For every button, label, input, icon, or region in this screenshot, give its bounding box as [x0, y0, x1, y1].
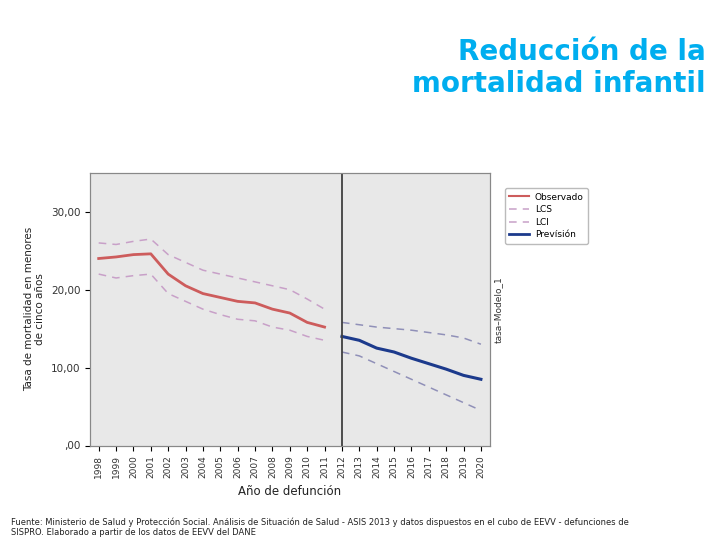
Y-axis label: tasa–Modelo_1: tasa–Modelo_1: [494, 276, 503, 342]
Text: Fuente: Ministerio de Salud y Protección Social. Análisis de Situación de Salud : Fuente: Ministerio de Salud y Protección…: [11, 517, 629, 537]
Y-axis label: Tasa de mortalidad en menores
de cinco años: Tasa de mortalidad en menores de cinco a…: [24, 227, 45, 392]
Text: Reducción de la
mortalidad infantil: Reducción de la mortalidad infantil: [412, 38, 706, 98]
X-axis label: Año de defunción: Año de defunción: [238, 485, 341, 498]
Legend: Observado, LCS, LCI, Prevísión: Observado, LCS, LCI, Prevísión: [505, 188, 588, 244]
